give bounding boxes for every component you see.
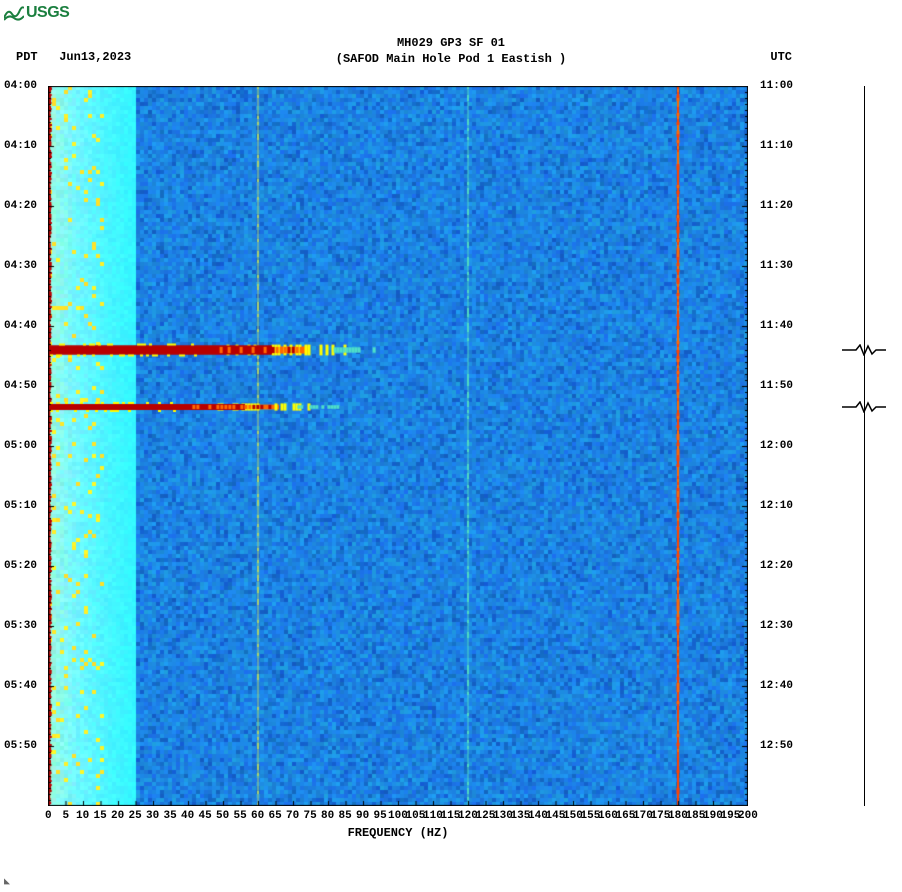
y-left-tick-label: 05:20 [4,560,37,572]
y-right-tick-label: 12:10 [760,500,793,512]
x-tick-label: 10 [76,810,89,822]
spectrogram-plot [48,86,748,806]
x-tick-label: 95 [374,810,387,822]
tz-left: PDT [16,50,38,64]
x-tick-label: 35 [164,810,177,822]
y-left-tick-label: 04:30 [4,260,37,272]
y-right-tick-label: 12:20 [760,560,793,572]
x-tick-label: 90 [356,810,369,822]
y-left-tick-label: 04:00 [4,80,37,92]
y-right-tick-label: 11:30 [760,260,793,272]
y-right-tick-label: 12:40 [760,680,793,692]
y-left-tick-label: 05:40 [4,680,37,692]
corner-mark: ◣ [4,876,10,888]
spectrogram-canvas [48,86,748,806]
y-right-tick-label: 12:00 [760,440,793,452]
x-tick-label: 80 [321,810,334,822]
x-tick-label: 45 [199,810,212,822]
title-line2: (SAFOD Main Hole Pod 1 Eastish ) [0,52,902,68]
x-tick-label: 50 [216,810,229,822]
y-left-tick-label: 05:00 [4,440,37,452]
y-axis-left: 04:0004:1004:2004:3004:4004:5005:0005:10… [4,86,46,806]
x-axis-labels: 0510152025303540455055606570758085909510… [48,810,748,826]
y-axis-right: 11:0011:1011:2011:3011:4011:5012:0012:10… [760,86,810,806]
x-tick-label: 25 [129,810,142,822]
y-left-tick-label: 04:20 [4,200,37,212]
x-tick-label: 5 [63,810,70,822]
x-tick-label: 20 [111,810,124,822]
usgs-logo: USGS [4,4,69,22]
y-right-tick-label: 11:10 [760,140,793,152]
x-axis-title: FREQUENCY (HZ) [48,826,748,840]
y-right-tick-label: 11:40 [760,320,793,332]
y-right-tick-label: 12:50 [760,740,793,752]
header-right: UTC [770,50,792,64]
chart-title: MH029 GP3 SF 01 (SAFOD Main Hole Pod 1 E… [0,36,902,67]
event-trace-axis [864,86,865,806]
x-tick-label: 0 [45,810,52,822]
header-left: PDT Jun13,2023 [16,50,131,64]
usgs-wave-icon [4,4,24,22]
title-line1: MH029 GP3 SF 01 [0,36,902,52]
y-right-tick-label: 11:00 [760,80,793,92]
usgs-logo-text: USGS [26,4,69,22]
x-tick-label: 70 [286,810,299,822]
x-tick-label: 200 [738,810,758,822]
x-tick-label: 65 [269,810,282,822]
y-right-tick-label: 12:30 [760,620,793,632]
x-tick-label: 85 [339,810,352,822]
y-left-tick-label: 05:50 [4,740,37,752]
x-tick-label: 55 [234,810,247,822]
y-left-tick-label: 05:10 [4,500,37,512]
date: Jun13,2023 [59,50,131,64]
x-tick-label: 40 [181,810,194,822]
event-trace [840,86,888,806]
y-right-tick-label: 11:50 [760,380,793,392]
x-tick-label: 75 [304,810,317,822]
tz-right: UTC [770,50,792,64]
y-left-tick-label: 04:10 [4,140,37,152]
y-left-tick-label: 04:40 [4,320,37,332]
y-left-tick-label: 04:50 [4,380,37,392]
x-tick-label: 30 [146,810,159,822]
y-left-tick-label: 05:30 [4,620,37,632]
y-right-tick-label: 11:20 [760,200,793,212]
x-tick-label: 60 [251,810,264,822]
x-tick-label: 15 [94,810,107,822]
